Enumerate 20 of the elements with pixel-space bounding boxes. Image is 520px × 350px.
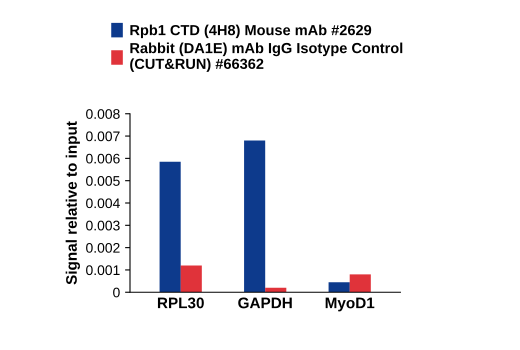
y-tick-label: 0.003 — [86, 220, 120, 230]
y-tick-label: 0.006 — [86, 154, 120, 164]
y-tick-label: 0.002 — [86, 242, 120, 253]
x-tick-label: MyoD1 — [326, 298, 374, 312]
y-tick-label: 0 — [113, 288, 120, 298]
y-tick-label: 0.007 — [86, 131, 120, 142]
bar — [160, 162, 181, 292]
bar — [350, 274, 371, 292]
legend-label: Rabbit (DA1E) mAb IgG Isotype Control (CUT&RUN) #66362 — [130, 42, 402, 72]
y-axis-title: Signal relative to input — [66, 121, 80, 284]
x-tick-label: RPL30 — [158, 298, 204, 308]
legend-label: Rpb1 CTD (4H8) Mouse mAb #2629 — [130, 24, 372, 38]
y-tick-label: 0.008 — [86, 109, 120, 119]
bar — [328, 282, 350, 292]
bar — [244, 140, 266, 292]
y-tick-label: 0.004 — [86, 198, 120, 208]
y-tick-label: 0.001 — [86, 265, 120, 276]
y-tick-label: 0.005 — [86, 176, 120, 186]
bar — [180, 265, 202, 292]
x-tick-label: GAPDH — [238, 298, 292, 308]
